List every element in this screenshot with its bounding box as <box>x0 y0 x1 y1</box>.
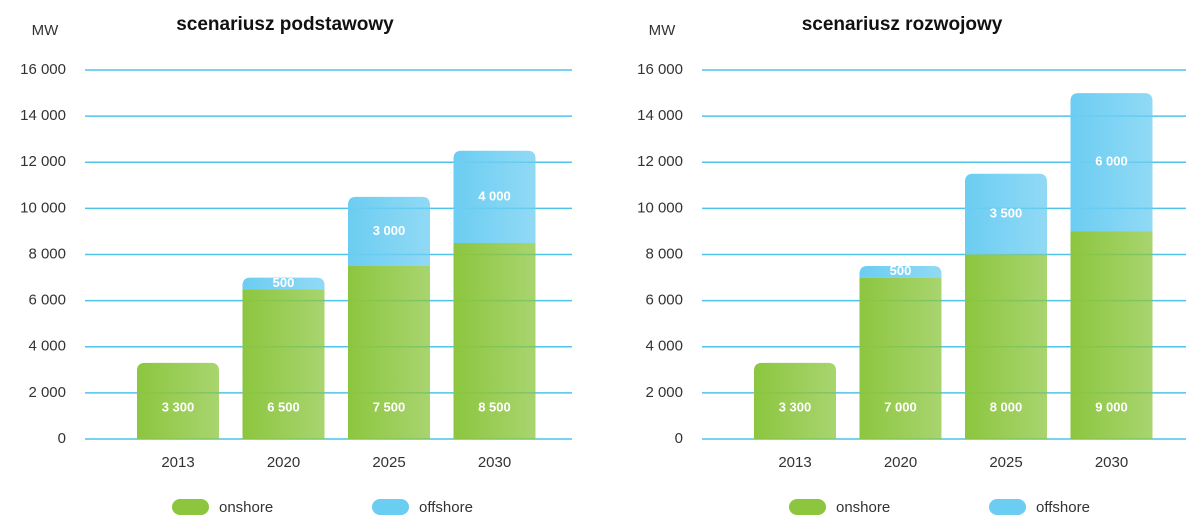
legend-label: offshore <box>419 499 473 516</box>
bar-segment <box>242 289 325 439</box>
bar-segment <box>453 150 536 243</box>
y-tick-label: 12 000 <box>20 153 66 170</box>
y-axis-label: MW <box>649 22 676 39</box>
legend-swatch <box>989 499 1026 515</box>
bar-segment <box>348 196 430 267</box>
value-label: 6 500 <box>267 399 300 414</box>
legend-swatch <box>789 499 826 515</box>
value-label: 3 000 <box>373 223 406 238</box>
legend-swatch <box>172 499 209 515</box>
bar-segment <box>965 173 1047 255</box>
bar-segment <box>859 277 942 439</box>
value-label: 8 500 <box>478 399 511 414</box>
x-tick-label: 2025 <box>372 454 405 471</box>
bar-segment <box>348 266 430 439</box>
x-tick-label: 2030 <box>1095 454 1128 471</box>
y-tick-label: 6 000 <box>645 292 683 309</box>
y-tick-label: 8 000 <box>28 245 66 262</box>
value-label: 500 <box>273 275 295 290</box>
y-tick-label: 10 000 <box>20 199 66 216</box>
y-tick-label: 12 000 <box>637 153 683 170</box>
value-label: 3 300 <box>779 399 812 414</box>
value-label: 8 000 <box>990 399 1023 414</box>
chart-title: scenariusz podstawowy <box>176 14 394 35</box>
y-tick-label: 6 000 <box>28 292 66 309</box>
bar-segment <box>1070 231 1153 439</box>
legend-label: offshore <box>1036 499 1090 516</box>
bar-segment <box>965 254 1047 439</box>
y-tick-label: 14 000 <box>20 107 66 124</box>
legend-label: onshore <box>836 499 890 516</box>
bar-segment <box>242 277 325 290</box>
y-tick-label: 2 000 <box>28 384 66 401</box>
bar-segment <box>453 242 536 439</box>
x-tick-label: 2025 <box>989 454 1022 471</box>
value-label: 6 000 <box>1095 154 1128 169</box>
value-label: 7 500 <box>373 399 406 414</box>
value-label: 9 000 <box>1095 399 1128 414</box>
bar-segment <box>859 266 942 278</box>
y-tick-label: 14 000 <box>637 107 683 124</box>
x-tick-label: 2020 <box>267 454 300 471</box>
y-axis-label: MW <box>32 22 59 39</box>
legend-label: onshore <box>219 499 273 516</box>
y-tick-label: 10 000 <box>637 199 683 216</box>
y-tick-label: 0 <box>675 430 683 447</box>
y-tick-label: 8 000 <box>645 245 683 262</box>
x-tick-label: 2030 <box>478 454 511 471</box>
bar-segment <box>137 362 219 439</box>
y-tick-label: 4 000 <box>645 338 683 355</box>
value-label: 3 500 <box>990 206 1023 221</box>
value-label: 3 300 <box>162 399 195 414</box>
x-tick-label: 2013 <box>161 454 194 471</box>
y-tick-label: 16 000 <box>20 61 66 78</box>
chart-title: scenariusz rozwojowy <box>802 14 1003 35</box>
value-label: 7 000 <box>884 399 917 414</box>
legend-swatch <box>372 499 409 515</box>
x-tick-label: 2013 <box>778 454 811 471</box>
bar-segment <box>1070 93 1153 232</box>
y-tick-label: 2 000 <box>645 384 683 401</box>
value-label: 500 <box>890 263 912 278</box>
y-tick-label: 0 <box>58 430 66 447</box>
y-tick-label: 16 000 <box>637 61 683 78</box>
bar-segment <box>754 362 836 439</box>
x-tick-label: 2020 <box>884 454 917 471</box>
value-label: 4 000 <box>478 188 511 203</box>
y-tick-label: 4 000 <box>28 338 66 355</box>
